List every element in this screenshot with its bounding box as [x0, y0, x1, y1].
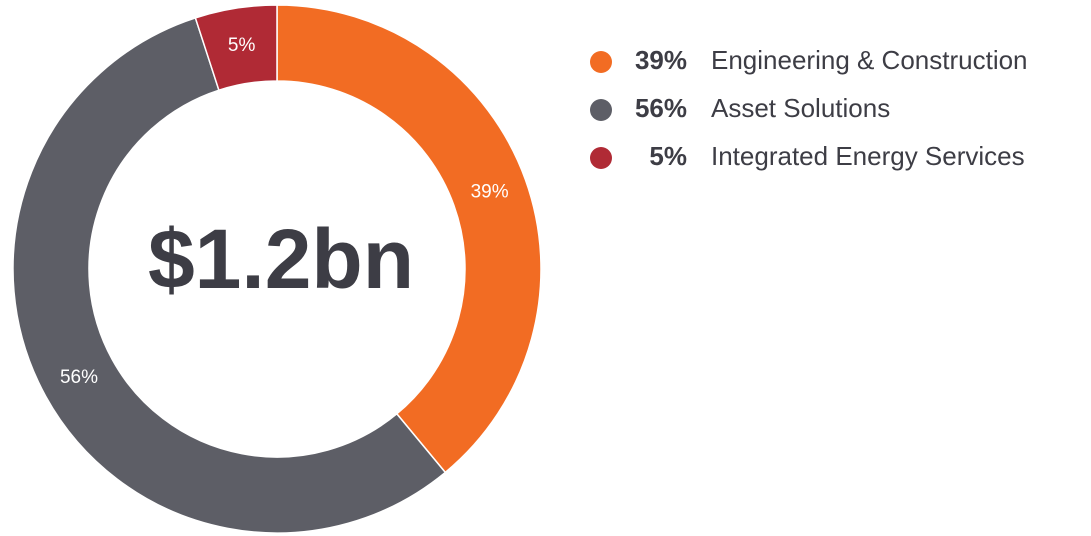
- slice-label: 56%: [60, 367, 98, 388]
- center-label: $1.2bn: [148, 212, 414, 306]
- slice: [194, 4, 278, 92]
- legend-value: 56%: [635, 93, 687, 123]
- slice-label: 5%: [228, 35, 256, 56]
- legend-marker: [590, 99, 612, 121]
- legend-label: Integrated Energy Services: [711, 141, 1025, 171]
- legend-value: 5%: [649, 141, 687, 171]
- legend-label: Asset Solutions: [711, 93, 890, 123]
- legend-label: Engineering & Construction: [711, 45, 1028, 75]
- slice: [276, 4, 542, 474]
- slice: [12, 16, 447, 534]
- legend-value: 39%: [635, 45, 687, 75]
- slice-label: 39%: [471, 181, 509, 202]
- legend-marker: [590, 147, 612, 169]
- legend-marker: [590, 51, 612, 73]
